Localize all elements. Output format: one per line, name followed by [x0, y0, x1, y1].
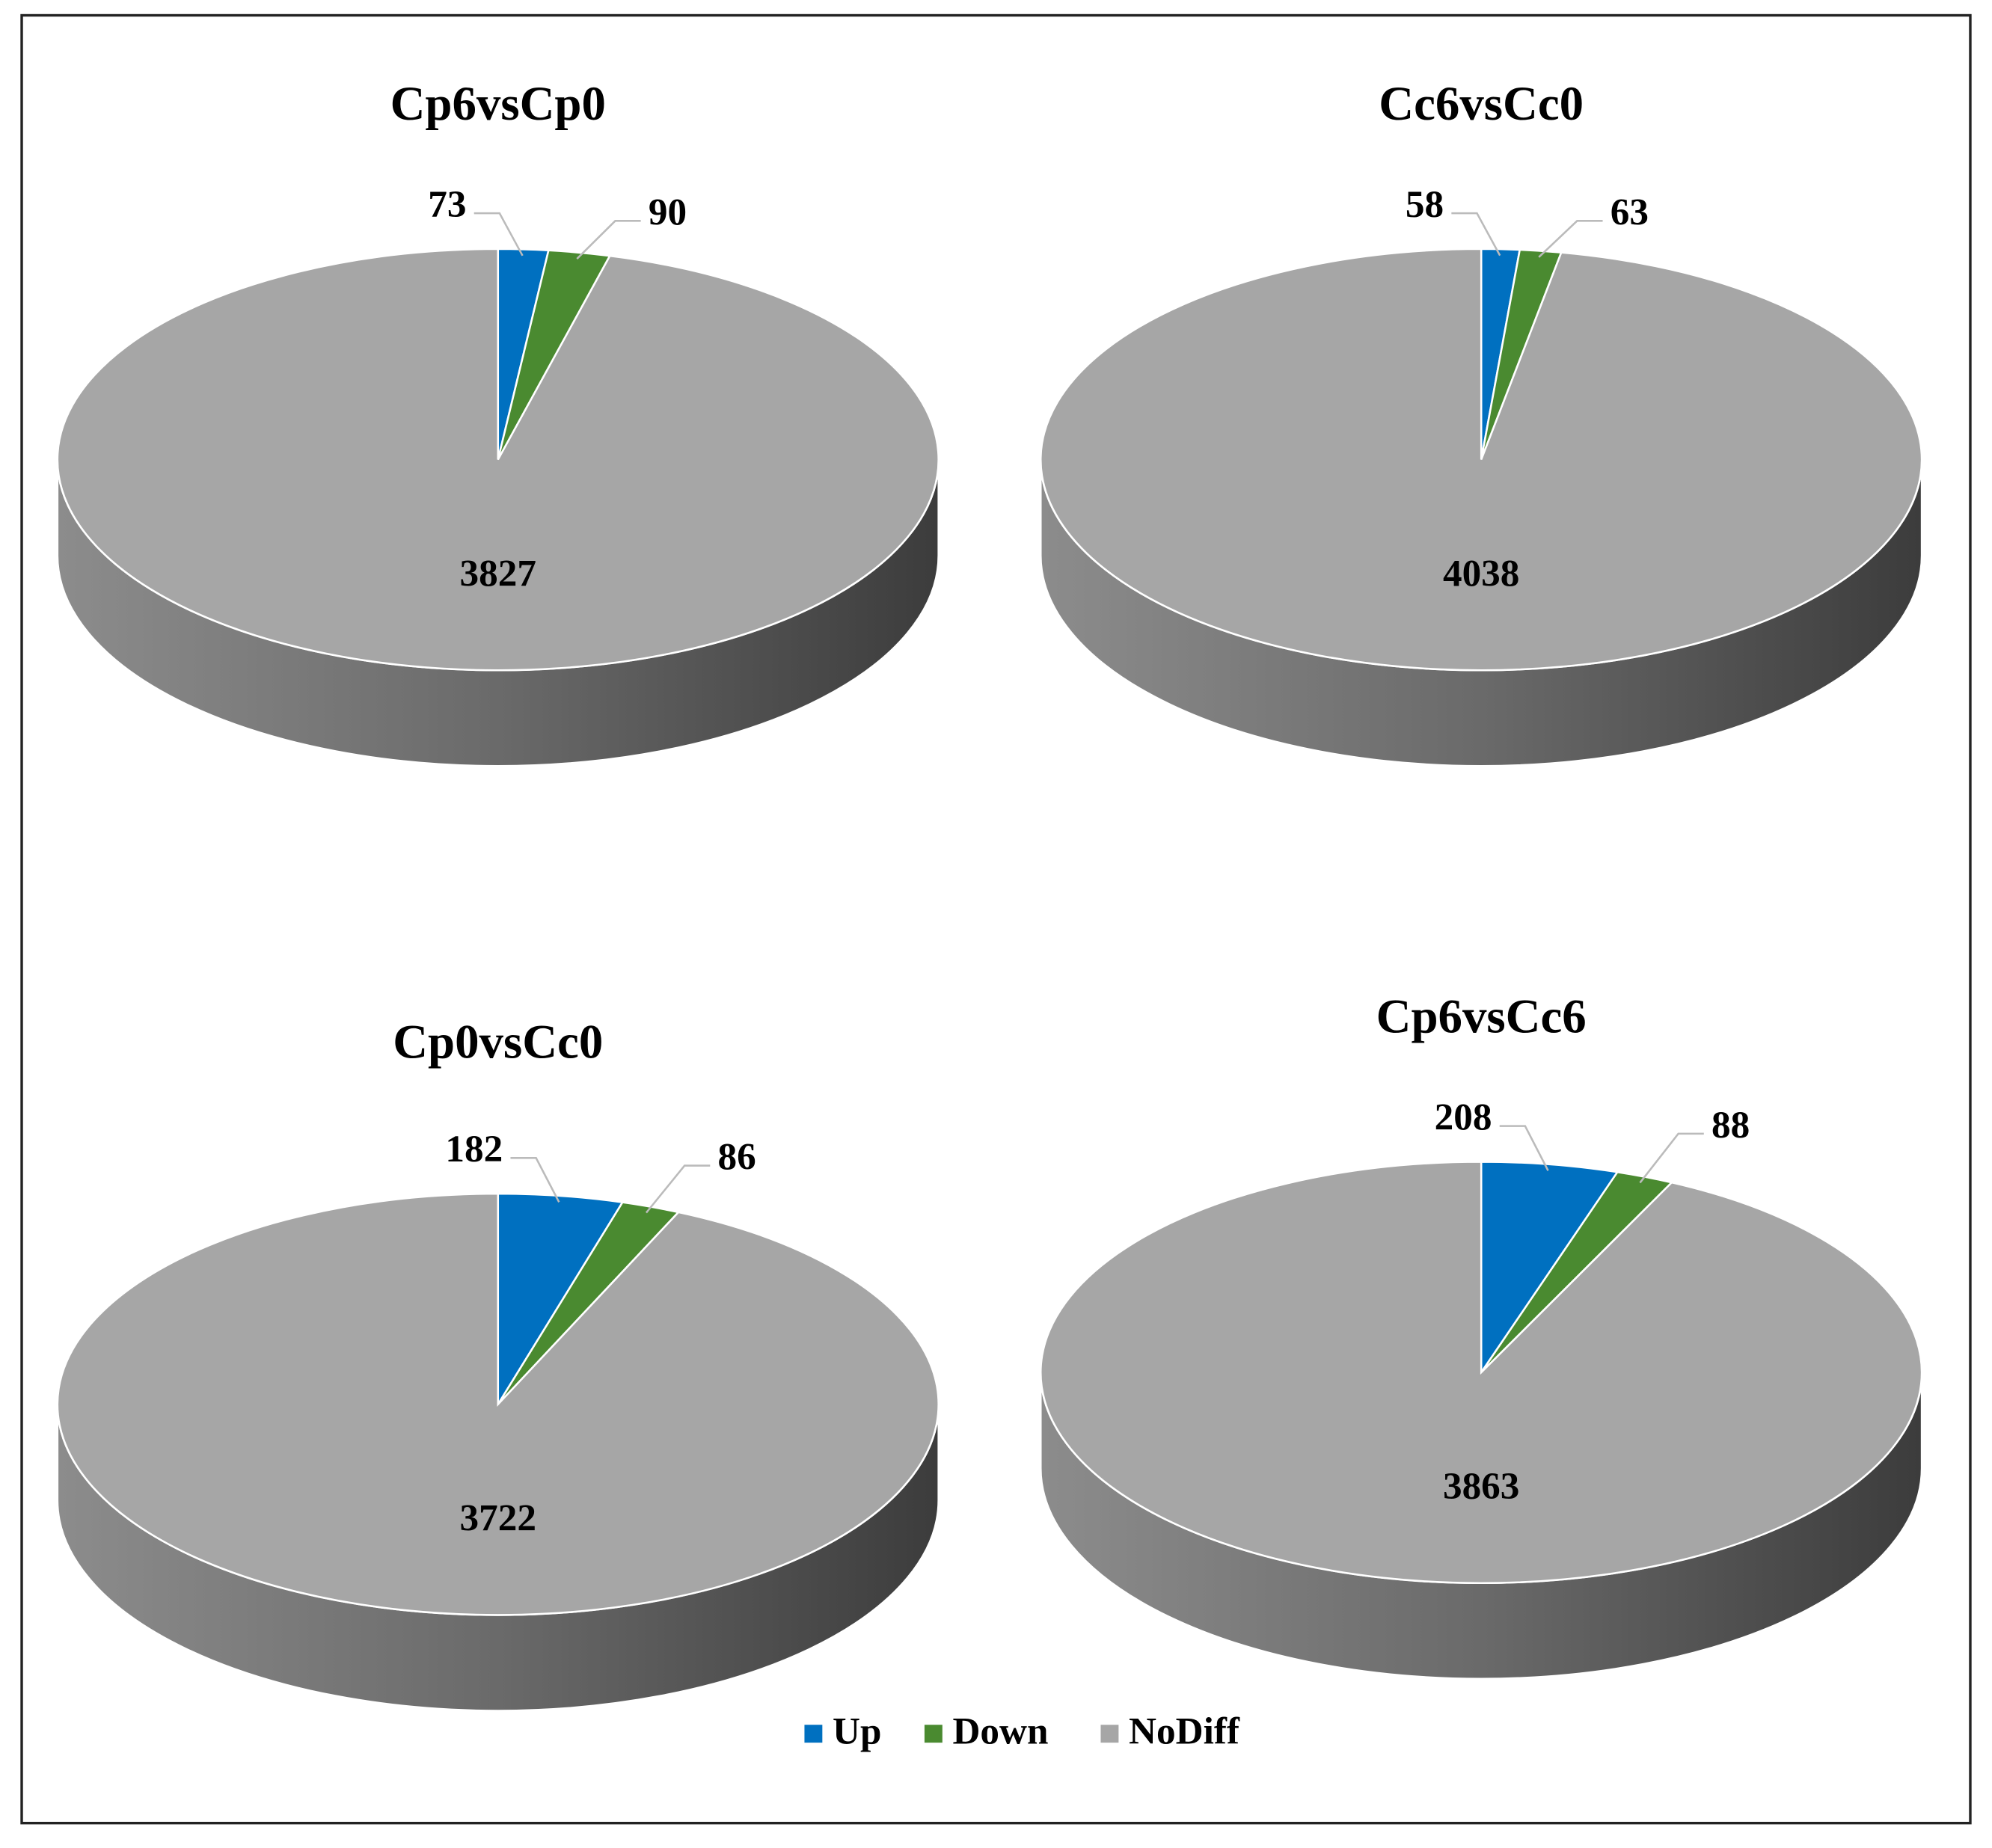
pie-slice — [497, 1192, 625, 1408]
data-label: 58 — [1406, 183, 1444, 226]
legend-swatch — [924, 1725, 943, 1743]
pie-slice — [1039, 1161, 1923, 1585]
leader-line — [510, 1157, 560, 1203]
data-label: 4038 — [1443, 552, 1519, 595]
leader-line — [474, 212, 524, 257]
leader-line — [1499, 1125, 1549, 1171]
pie-slice — [56, 1192, 940, 1616]
legend-label: Up — [833, 1710, 881, 1753]
leader-line — [645, 1164, 711, 1214]
data-label: 73 — [428, 183, 466, 226]
legend-swatch — [1100, 1725, 1119, 1743]
data-label: 86 — [718, 1135, 756, 1178]
chart-title: Cc6vsCc0 — [1379, 77, 1584, 131]
leader-line — [1639, 1132, 1704, 1184]
data-label: 88 — [1711, 1104, 1750, 1146]
chart-title: Cp6vsCc6 — [1376, 990, 1587, 1044]
leader-line — [1451, 212, 1501, 257]
data-label: 3863 — [1443, 1465, 1519, 1508]
legend-swatch — [804, 1725, 823, 1743]
data-label: 208 — [1435, 1096, 1492, 1139]
data-label: 90 — [649, 191, 687, 233]
data-label: 63 — [1611, 191, 1649, 233]
data-label: 3722 — [460, 1497, 536, 1540]
leader-line — [1538, 220, 1603, 258]
data-label: 3827 — [460, 552, 536, 595]
chart-title: Cp6vsCp0 — [390, 77, 606, 131]
leader-line — [576, 220, 641, 260]
data-label: 182 — [445, 1128, 503, 1170]
legend-label: Down — [952, 1710, 1048, 1753]
pie-slice — [56, 248, 940, 672]
chart-title: Cp0vsCc0 — [393, 1016, 603, 1069]
legend-label: NoDiff — [1129, 1710, 1240, 1753]
pie-slice — [1039, 248, 1923, 672]
frame — [20, 13, 1972, 1825]
pie-slice — [1480, 1161, 1619, 1376]
